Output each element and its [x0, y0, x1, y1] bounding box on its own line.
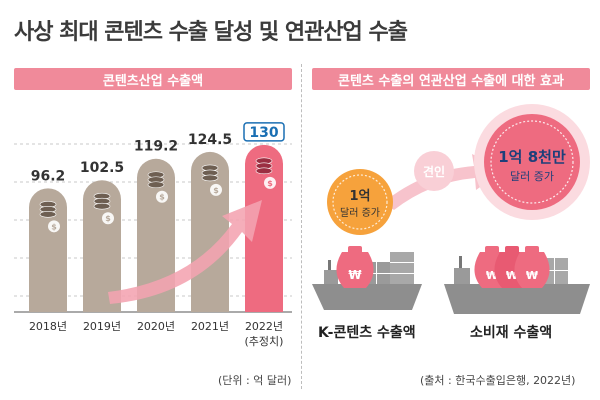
right-panel-header: 콘텐츠 수출의 연관산업 수출에 대한 효과: [312, 68, 590, 90]
cargo-ship-2-icon: [444, 256, 590, 314]
pull-label: 견인: [423, 164, 445, 179]
bar-value-label: 130: [249, 125, 278, 141]
money-bag-4-symbol: ₩: [526, 269, 538, 282]
dollar-coin-icon: [48, 220, 60, 233]
trend-arrow-icon: [108, 200, 262, 304]
dollar-sign: $: [51, 222, 57, 231]
chart-labels: 96.2 2018년 102.5 2019년 119.2 2020년 124.5 2021년 1…: [29, 122, 285, 348]
dollar-sign: $: [213, 186, 219, 195]
category-label: 2022년: [245, 320, 283, 333]
big-bubble-line2: 달러 증가: [510, 170, 554, 183]
pull-label-bubble: [414, 151, 454, 191]
bar: [29, 188, 67, 312]
money-bag-1-symbol: ₩: [348, 268, 362, 282]
category-note: (추정치): [245, 335, 284, 348]
ship2-label: 소비재 수출액: [470, 325, 553, 341]
category-label: 2021년: [191, 320, 229, 333]
category-label: 2019년: [83, 320, 121, 333]
highlight-value-box: [243, 122, 285, 142]
bar-value-label: 102.5: [80, 160, 124, 176]
category-label: 2020년: [137, 320, 175, 333]
dollar-sign: $: [105, 214, 111, 223]
export-bar-chart: $ $ $ $ $ 96.2 2018년 102.5 2019년 119.2 2020년 124.5…: [14, 122, 292, 348]
coin-stack-icon: [39, 201, 57, 218]
big-bubble-ring: [490, 120, 574, 204]
bar-value-label: 96.2: [31, 168, 66, 184]
dollar-coin-icon: [156, 190, 168, 203]
dollar-sign: $: [267, 179, 273, 188]
source-note: (출처 : 한국수출입은행, 2022년): [420, 374, 576, 387]
big-bubble: [484, 114, 580, 210]
dollar-coin-icon: [264, 176, 276, 189]
bar-value-label: 119.2: [134, 139, 178, 155]
coin-stack-icon: [147, 171, 165, 189]
dollar-coin-icon: [102, 212, 114, 225]
small-bubble: [327, 169, 393, 235]
small-bubble-ring: [332, 174, 388, 230]
money-bag-4-icon: ₩: [514, 246, 550, 288]
dollar-sign: $: [159, 193, 165, 202]
panel-divider: [301, 64, 302, 389]
coin-stack-icon: [255, 157, 273, 175]
left-panel-header: 콘텐츠산업 수출액: [14, 68, 292, 90]
unit-note: (단위 : 억 달러): [218, 374, 292, 387]
money-bag-1-icon: ₩: [336, 246, 374, 288]
bar: [83, 180, 121, 312]
coin-stack-icon: [201, 164, 219, 182]
ship1-label: K-콘텐츠 수출액: [318, 325, 416, 341]
effect-diagram: 1억 달러 증가 견인 1억 8천만 달러 증가 ₩ ₩: [312, 104, 590, 314]
chart-bars: $ $ $ $ $: [29, 144, 283, 312]
big-bubble-line1: 1억 8천만: [498, 148, 566, 166]
small-bubble-line2: 달러 증가: [340, 207, 380, 219]
category-label: 2018년: [29, 320, 67, 333]
coin-stack-icon: [93, 192, 111, 210]
small-bubble-line1: 1억: [349, 189, 370, 204]
bar-value-label: 124.5: [188, 132, 232, 148]
page-title: 사상 최대 콘텐츠 수출 달성 및 연관산업 수출: [14, 20, 408, 45]
dollar-coin-icon: [210, 183, 222, 196]
